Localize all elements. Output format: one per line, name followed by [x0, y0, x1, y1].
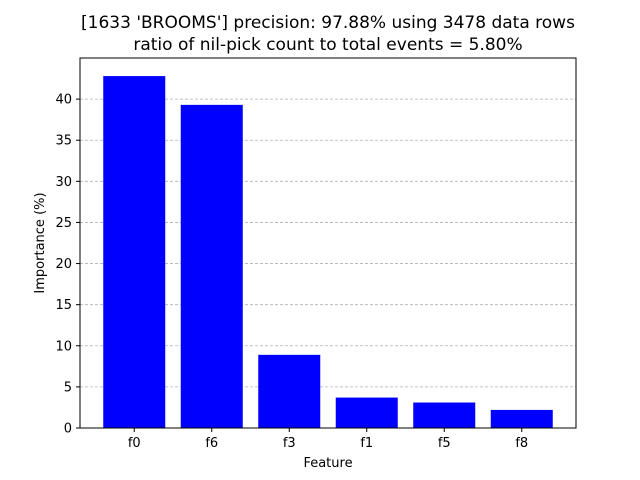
- y-tick-label: 25: [55, 216, 72, 231]
- chart-title: [1633 'BROOMS'] precision: 97.88% using …: [81, 13, 575, 33]
- y-tick-label: 30: [55, 175, 72, 190]
- bar-f6: [180, 104, 243, 428]
- y-axis-ticks: 0 5 10 15 20 25 30 35 40: [55, 93, 80, 437]
- plot-area-frame: [79, 57, 577, 429]
- x-tick-label-f6: f6: [205, 436, 218, 451]
- x-axis-ticks: f0 f6 f3 f1 f5 f8: [128, 428, 528, 451]
- x-tick-label-f0: f0: [128, 436, 141, 451]
- bar-f1: [335, 397, 398, 428]
- chart-subtitle: ratio of nil-pick count to total events …: [133, 35, 522, 55]
- bar-f0: [103, 76, 166, 428]
- y-tick-label: 35: [55, 134, 72, 149]
- y-tick-label: 0: [64, 422, 72, 437]
- bar-f5: [413, 402, 476, 428]
- y-tick-label: 40: [55, 93, 72, 108]
- y-tick-label: 5: [64, 380, 72, 395]
- x-tick-label-f1: f1: [360, 436, 373, 451]
- y-axis-label: Importance (%): [33, 192, 48, 293]
- bar-f3: [258, 354, 321, 428]
- x-tick-label-f3: f3: [283, 436, 296, 451]
- y-tick-label: 10: [55, 339, 72, 354]
- bar-f8: [490, 409, 553, 428]
- y-tick-label: 20: [55, 257, 72, 272]
- bars: [103, 76, 553, 428]
- x-axis-label: Feature: [303, 456, 352, 471]
- y-tick-label: 15: [55, 298, 72, 313]
- x-tick-label-f5: f5: [438, 436, 451, 451]
- x-tick-label-f8: f8: [515, 436, 528, 451]
